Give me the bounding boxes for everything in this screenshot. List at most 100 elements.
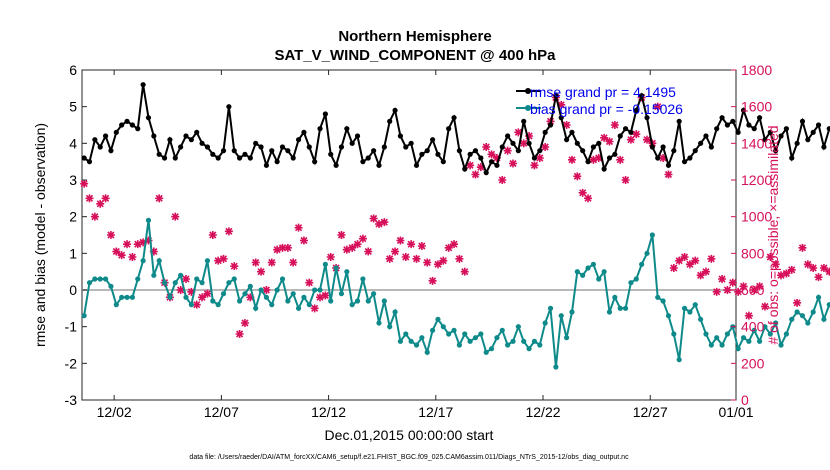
- obs-marker: [364, 247, 373, 256]
- bias-point: [649, 232, 655, 238]
- y-left-tick-label: 6: [69, 62, 77, 78]
- obs-marker: [273, 245, 282, 254]
- obs-marker: [235, 330, 244, 338]
- rmse-point: [687, 155, 693, 161]
- rmse-point: [312, 159, 318, 165]
- obs-marker: [230, 262, 239, 271]
- rmse-point: [740, 107, 747, 113]
- rmse-point: [762, 137, 768, 143]
- rmse-point: [381, 144, 387, 150]
- rmse-point: [724, 122, 731, 128]
- obs-marker: [85, 194, 94, 203]
- bias-point: [435, 316, 441, 322]
- rmse-point: [488, 159, 495, 165]
- bias-point: [499, 327, 505, 333]
- bias-point: [97, 276, 103, 282]
- obs-marker: [760, 302, 769, 311]
- bias-point: [328, 298, 334, 304]
- bias-point: [778, 342, 784, 348]
- bias-point: [365, 298, 371, 304]
- obs-marker: [80, 179, 89, 188]
- obs-marker: [723, 286, 732, 294]
- rmse-point: [510, 140, 516, 146]
- bias-point: [574, 269, 580, 275]
- y-right-tick-label: 1600: [741, 99, 772, 115]
- rmse-point: [633, 107, 639, 113]
- obs-marker: [825, 267, 830, 276]
- rmse-point: [521, 118, 527, 124]
- bias-point: [263, 294, 270, 300]
- bias-point: [317, 287, 323, 293]
- bias-point: [92, 276, 98, 282]
- rmse-point: [290, 155, 296, 161]
- bias-point: [237, 298, 243, 304]
- obs-marker: [819, 264, 828, 272]
- rmse-point: [719, 115, 725, 121]
- bias-point: [247, 283, 253, 289]
- obs-marker: [685, 260, 694, 269]
- bias-point: [692, 302, 698, 308]
- obs-marker: [310, 304, 319, 313]
- bias-point: [167, 294, 173, 300]
- bias-point: [172, 280, 178, 286]
- bias-point: [799, 313, 806, 319]
- rmse-point: [172, 155, 178, 161]
- rmse-point: [483, 170, 489, 176]
- rmse-point: [751, 126, 757, 132]
- y-right-tick-label: 1800: [741, 62, 772, 78]
- rmse-point: [622, 126, 629, 132]
- legend-bias-marker: [525, 105, 531, 111]
- bias-point: [226, 280, 232, 286]
- y-right-tick-label: 800: [741, 245, 765, 261]
- obs-marker: [353, 240, 362, 249]
- obs-marker: [90, 212, 99, 221]
- bias-point: [451, 327, 457, 333]
- obs-marker: [728, 278, 737, 287]
- x-tick-label: 12/07: [204, 404, 239, 420]
- rmse-point: [220, 148, 227, 154]
- obs-marker: [498, 176, 507, 184]
- obs-marker: [514, 128, 523, 137]
- obs-marker: [412, 254, 421, 263]
- obs-marker: [139, 238, 148, 247]
- rmse-point: [247, 155, 253, 161]
- obs-marker: [610, 121, 619, 129]
- rmse-point: [371, 148, 377, 154]
- rmse-point: [478, 155, 484, 161]
- rmse-point: [805, 137, 811, 143]
- bias-point: [124, 294, 130, 300]
- obs-marker: [380, 218, 389, 227]
- rmse-point: [258, 144, 264, 150]
- rmse-point: [585, 159, 591, 165]
- obs-marker: [144, 236, 153, 245]
- obs-marker: [321, 291, 330, 300]
- y-left-tick-label: 3: [69, 172, 77, 188]
- bias-point: [714, 335, 720, 341]
- bias-point: [467, 338, 473, 344]
- rmse-point: [596, 140, 602, 146]
- bias-point: [178, 272, 184, 278]
- obs-marker: [557, 100, 566, 109]
- x-tick-label: 12/17: [418, 404, 453, 420]
- obs-marker: [643, 135, 652, 144]
- obs-marker: [664, 170, 673, 179]
- obs-marker: [798, 243, 807, 252]
- rmse-point: [113, 129, 119, 135]
- obs-marker: [171, 212, 180, 221]
- obs-marker: [573, 172, 582, 181]
- y-left-tick-label: 0: [69, 282, 77, 298]
- obs-marker: [391, 247, 400, 256]
- rmse-point: [429, 137, 436, 143]
- obs-marker: [519, 139, 528, 148]
- rmse-point: [231, 148, 237, 154]
- y-axis-left-label: rmse and bias (model - observation): [32, 123, 48, 347]
- obs-marker: [744, 311, 753, 320]
- bias-point: [494, 335, 500, 341]
- rmse-point: [767, 129, 773, 135]
- bias-point: [590, 261, 597, 267]
- rmse-point: [301, 129, 307, 135]
- rmse-point: [86, 159, 93, 165]
- rmse-point: [295, 137, 302, 143]
- obs-marker: [219, 254, 228, 263]
- obs-marker: [476, 163, 485, 172]
